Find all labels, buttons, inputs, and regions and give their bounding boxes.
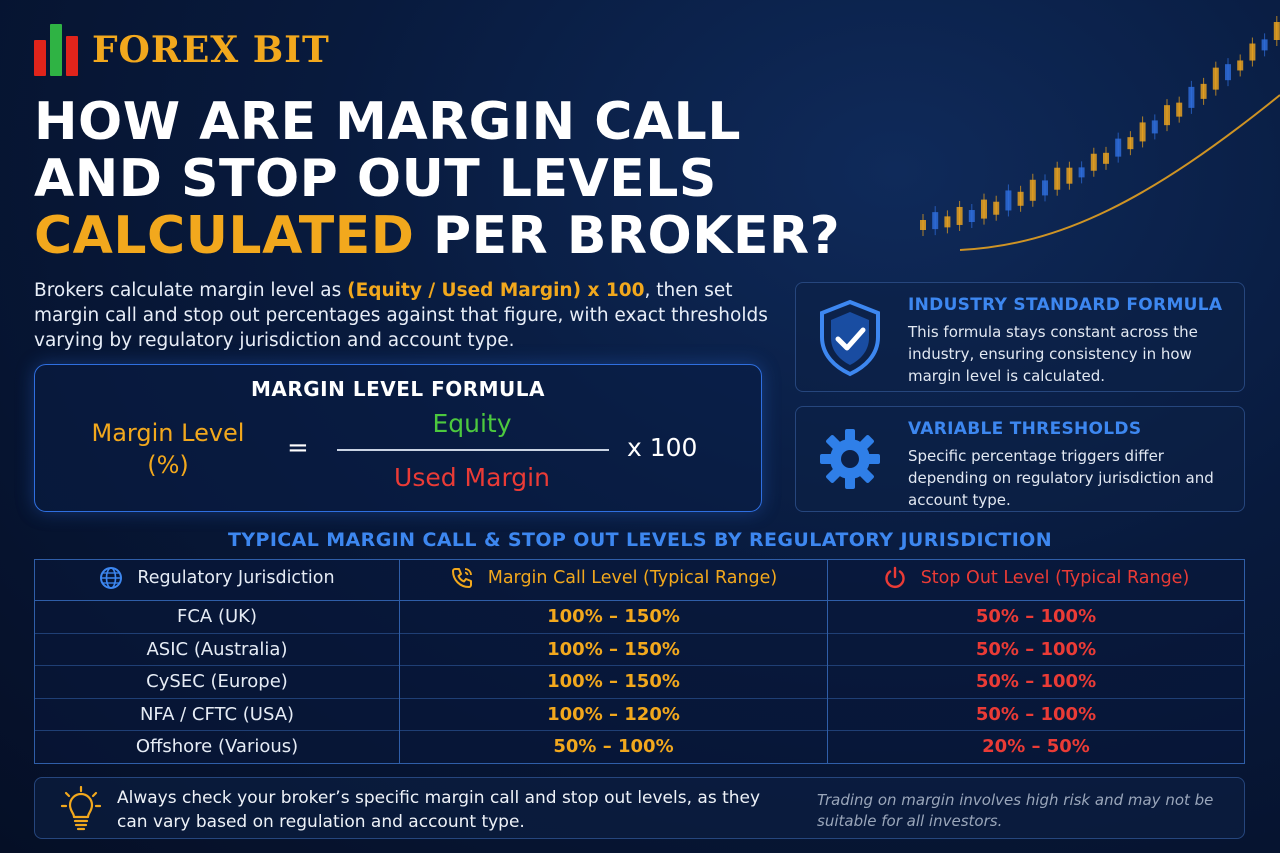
candle-body <box>920 220 926 230</box>
candle-body <box>1054 167 1061 190</box>
cell-jurisdiction: FCA (UK) <box>34 600 400 633</box>
candle-body <box>1066 167 1073 184</box>
candle-body <box>1249 43 1256 61</box>
candle-body <box>1127 137 1134 150</box>
formula-title: MARGIN LEVEL FORMULA <box>250 377 546 401</box>
cell-margin-call: 100% – 150% <box>399 665 828 698</box>
margin-levels-table: Regulatory Jurisdiction Margin Call Leve… <box>34 559 1245 764</box>
intro-formula-highlight: (Equity / Used Margin) x 100 <box>347 280 645 301</box>
cell-jurisdiction: ASIC (Australia) <box>34 632 400 666</box>
cell-margin-call: 100% – 150% <box>399 600 828 633</box>
title-line-1: HOW ARE MARGIN CALL <box>34 92 741 152</box>
phone-alert-icon <box>451 567 472 588</box>
table-row: ASIC (Australia) 100% – 150% 50% – 100% <box>34 632 1245 666</box>
card-body: This formula stays constant across the i… <box>908 323 1198 385</box>
candle-body <box>1261 39 1268 51</box>
candle-body <box>932 212 939 230</box>
logo-bars-icon <box>34 20 78 76</box>
candle-body <box>1029 179 1036 201</box>
cell-stop-out: 50% – 100% <box>827 600 1245 633</box>
gear-icon <box>820 429 880 489</box>
header-stop-out-label: Stop Out Level (Typical Range) <box>920 567 1190 588</box>
title-highlight: CALCULATED <box>34 206 415 266</box>
candle-body <box>993 201 1000 215</box>
intro-text: Brokers calculate margin level as (Equit… <box>34 278 784 353</box>
candle-body <box>1200 83 1207 99</box>
table-row: Offshore (Various) 50% – 100% 20% – 50% <box>34 730 1245 763</box>
candle-body <box>1115 138 1122 157</box>
candle-body <box>1017 191 1024 206</box>
candle-body <box>1237 60 1244 71</box>
cell-margin-call: 100% – 150% <box>399 632 828 666</box>
fraction-line <box>337 449 609 451</box>
candle-body <box>1188 86 1195 108</box>
cell-jurisdiction: NFA / CFTC (USA) <box>34 697 400 731</box>
formula-numerator: Equity <box>432 409 512 438</box>
cell-stop-out: 20% – 50% <box>827 730 1245 763</box>
lightbulb-icon <box>61 786 101 831</box>
cell-jurisdiction: CySEC (Europe) <box>34 665 400 698</box>
table-title: TYPICAL MARGIN CALL & STOP OUT LEVELS BY… <box>227 529 1053 551</box>
candle-body <box>1164 105 1170 126</box>
table-row: FCA (UK) 100% – 150% 50% – 100% <box>34 600 1245 633</box>
cell-stop-out: 50% – 100% <box>827 665 1245 698</box>
formula-multiplier: x 100 <box>627 433 698 462</box>
formula-lhs-line1: Margin Level <box>91 419 245 447</box>
table-header-row: Regulatory Jurisdiction Margin Call Leve… <box>34 559 1245 601</box>
card-variable-thresholds: VARIABLE THRESHOLDS Specific percentage … <box>795 406 1245 512</box>
intro-before: Brokers calculate margin level as <box>34 280 348 301</box>
candle-body <box>1212 67 1219 90</box>
cell-stop-out: 50% – 100% <box>827 697 1245 731</box>
card-title: INDUSTRY STANDARD FORMULA <box>908 295 1223 315</box>
power-icon <box>885 566 905 588</box>
title-line-2: AND STOP OUT LEVELS <box>34 149 717 209</box>
cell-margin-call: 100% – 120% <box>399 697 828 731</box>
candle-body <box>1090 153 1097 171</box>
footer-note-box: Always check your broker’s specific marg… <box>34 777 1245 839</box>
candle-body <box>1151 120 1158 134</box>
candle-body <box>1042 180 1048 196</box>
table-row: CySEC (Europe) 100% – 150% 50% – 100% <box>34 665 1245 698</box>
candle-body <box>1005 190 1012 211</box>
footer-tip: Always check your broker’s specific marg… <box>117 788 761 832</box>
formula-lhs-line2: (%) <box>147 451 189 479</box>
globe-icon <box>100 566 123 589</box>
formula-lhs: Margin Level (%) <box>83 417 253 481</box>
formula-equals: = <box>287 433 309 463</box>
candle-body <box>1273 22 1280 40</box>
candle-body <box>1139 122 1146 142</box>
candle-body <box>1225 64 1231 81</box>
brand-name: FOREX BIT <box>92 29 330 71</box>
shield-check-icon <box>820 299 880 377</box>
candlestick-chart-illustration <box>920 16 1280 251</box>
title-line-3: CALCULATED PER BROKER? <box>34 208 840 265</box>
card-industry-standard: INDUSTRY STANDARD FORMULA This formula s… <box>795 282 1245 392</box>
card-body: Specific percentage triggers differ depe… <box>908 447 1214 509</box>
cell-jurisdiction: Offshore (Various) <box>34 730 400 763</box>
brand-logo: FOREX BIT <box>34 20 330 76</box>
cell-stop-out: 50% – 100% <box>827 632 1245 666</box>
cell-margin-call: 50% – 100% <box>399 730 828 763</box>
header-margin-call: Margin Call Level (Typical Range) <box>399 559 828 601</box>
intro-after: , then set margin call and stop out perc… <box>34 280 768 351</box>
candle-body <box>968 210 975 223</box>
header-stop-out: Stop Out Level (Typical Range) <box>827 559 1245 601</box>
header-margin-call-label: Margin Call Level (Typical Range) <box>487 567 778 588</box>
page-title: HOW ARE MARGIN CALL AND STOP OUT LEVELS … <box>34 94 840 265</box>
header-jurisdiction-label: Regulatory Jurisdiction <box>137 567 335 588</box>
candle-body <box>956 206 963 225</box>
card-title: VARIABLE THRESHOLDS <box>908 419 1142 439</box>
formula-denominator: Used Margin <box>394 463 550 492</box>
formula-box: MARGIN LEVEL FORMULA Margin Level (%) = … <box>34 364 762 512</box>
candle-body <box>1176 102 1183 117</box>
risk-disclaimer: Trading on margin involves high risk and… <box>817 791 1214 830</box>
title-rest: PER BROKER? <box>414 206 841 266</box>
table-row: NFA / CFTC (USA) 100% – 120% 50% – 100% <box>34 697 1245 731</box>
candle-body <box>944 216 951 228</box>
candle-body <box>1078 167 1085 178</box>
candle-body <box>1103 152 1109 164</box>
candle-body <box>981 199 987 219</box>
header-jurisdiction: Regulatory Jurisdiction <box>34 559 400 601</box>
